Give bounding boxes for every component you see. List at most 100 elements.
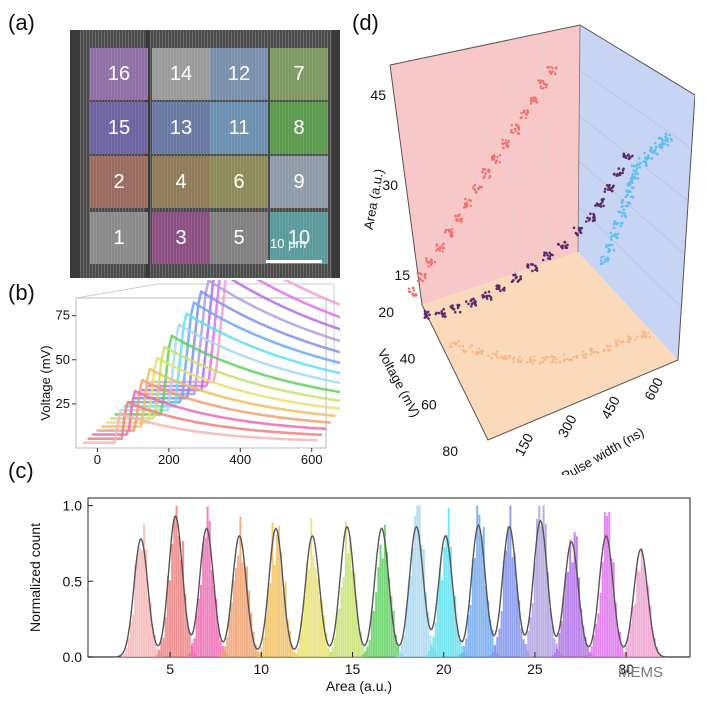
chart-d-point-purple (541, 258, 545, 262)
chart-c-bar (584, 636, 587, 657)
chart-c-bar (463, 645, 466, 657)
sem-pixel-3: 3 (152, 212, 210, 264)
chart-d-point-orange (531, 362, 534, 365)
chart-d-point-blue (631, 172, 634, 176)
chart-c-bar (232, 580, 235, 657)
chart-c-bar (544, 523, 547, 657)
chart-d-point-orange (581, 354, 584, 357)
chart-d-point-blue (632, 164, 636, 168)
chart-d-point-purple (579, 231, 582, 234)
sem-pixel-label: 5 (233, 226, 245, 249)
chart-c-bar (640, 547, 643, 657)
chart-d-grid (578, 160, 685, 255)
chart-d-grid (541, 32, 548, 263)
chart-c-bar (221, 646, 224, 657)
chart-d-point-purple (618, 173, 622, 177)
chart-d-point-orange (457, 340, 460, 343)
chart-d-grid (579, 115, 689, 202)
chart-d-point-blue (612, 226, 616, 230)
chart-c-bar (484, 585, 487, 657)
chart-d-point-blue (624, 204, 628, 208)
chart-d-point-red (460, 219, 463, 222)
chart-d-point-orange (589, 353, 592, 356)
chart-c-xtick-label: 30 (618, 661, 634, 677)
chart-d-point-purple (444, 315, 447, 318)
chart-c-bar (551, 655, 554, 657)
chart-d-point-purple (443, 312, 446, 315)
chart-d-point-purple (564, 244, 567, 248)
chart-d-point-purple (621, 169, 625, 172)
chart-d-point-orange (530, 358, 533, 362)
chart-c-bar (327, 655, 330, 657)
chart-d-point-purple (594, 204, 597, 207)
chart-c-bar (416, 505, 419, 657)
chart-d-point-blue (636, 177, 640, 180)
chart-b-back-frame (75, 283, 335, 366)
chart-d-box-edge (577, 24, 581, 253)
chart-d-point-red (425, 260, 429, 264)
chart-d-point-red (425, 257, 428, 260)
chart-c-bar (162, 637, 165, 657)
chart-c-bar (546, 572, 549, 657)
chart-d-point-blue (639, 161, 642, 165)
chart-c-bar (262, 636, 265, 657)
chart-d-point-orange (582, 356, 585, 359)
chart-d-point-red (525, 113, 528, 117)
chart-c-bar (179, 559, 182, 657)
chart-c-bar (210, 570, 213, 657)
chart-c-bar (256, 651, 259, 657)
chart-c-bar (487, 601, 490, 657)
chart-c-bar (496, 636, 499, 657)
chart-b-series-14 (141, 280, 340, 392)
chart-c-xtick-label: 20 (436, 661, 452, 677)
chart-c-bar (467, 614, 470, 657)
chart-d-point-red (519, 116, 522, 119)
chart-b-series-4 (96, 378, 331, 432)
chart-c-bar (191, 642, 194, 657)
chart-d-point-orange (576, 355, 579, 359)
chart-b-xtick-label: 400 (229, 452, 251, 465)
chart-d-voltage-tick-label: 80 (442, 443, 458, 459)
chart-d-point-blue (654, 151, 657, 155)
chart-c-peak-8 (362, 524, 404, 657)
chart-d-point-red (444, 228, 447, 232)
chart-d-point-orange (614, 339, 617, 342)
chart-d-point-purple (451, 307, 455, 310)
chart-c-bar (241, 562, 244, 657)
chart-d-point-orange (454, 343, 457, 346)
chart-d-point-red (514, 123, 518, 126)
chart-d-point-purple (580, 226, 584, 230)
chart-c-bar (195, 611, 198, 657)
sem-pixel-2: 2 (90, 156, 148, 208)
chart-d-point-orange (582, 350, 585, 354)
sem-pixel-label: 4 (175, 170, 187, 193)
sem-pixel-9: 9 (270, 156, 328, 208)
chart-d-point-blue (643, 160, 646, 163)
chart-d-point-orange (519, 360, 523, 364)
chart-d-point-blue (606, 259, 609, 263)
chart-c-bar (125, 647, 128, 657)
chart-c-bar (580, 608, 583, 657)
chart-c-bar (310, 517, 313, 657)
chart-c-bar (286, 619, 289, 657)
chart-d-point-orange (480, 352, 484, 356)
chart-d-point-red (543, 83, 546, 86)
chart-d-grid (409, 160, 579, 210)
chart-c-bar (357, 628, 360, 657)
chart-d-point-blue (657, 136, 661, 140)
chart-d-point-orange (449, 342, 452, 345)
chart-d-point-red (419, 278, 422, 281)
chart-c-bar (562, 595, 565, 657)
chart-c-bar (432, 636, 435, 657)
chart-b-ytick-label: 25 (56, 396, 70, 411)
chart-d-point-red (477, 187, 480, 190)
chart-c-bar (186, 621, 189, 657)
chart-d-point-orange (593, 350, 596, 353)
chart-c-bar (500, 611, 503, 657)
chart-d-point-red (472, 185, 475, 188)
chart-d-point-purple (611, 185, 615, 189)
chart-d-point-blue (627, 189, 631, 193)
chart-d-point-red (513, 127, 517, 131)
sem-pixel-label: 13 (169, 116, 193, 139)
chart-d-point-red (502, 146, 505, 150)
